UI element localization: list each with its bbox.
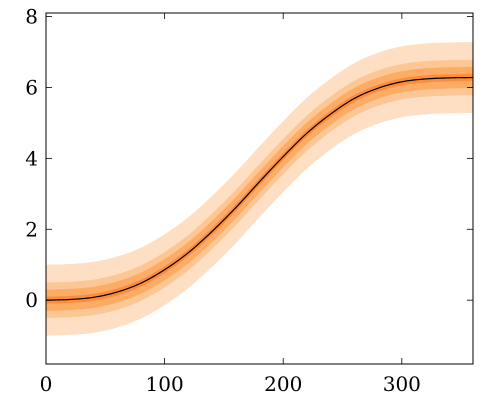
y-tick-label: 6 bbox=[25, 75, 38, 99]
axes bbox=[45, 12, 474, 365]
band-2 bbox=[46, 66, 473, 311]
series-lines bbox=[46, 76, 473, 301]
y-tick-label: 4 bbox=[25, 146, 38, 170]
y-tick-label: 0 bbox=[25, 288, 38, 312]
x-tick-label: 0 bbox=[40, 372, 53, 396]
series-line bbox=[46, 76, 473, 301]
tick-labels: 0 100 200 300 0 2 4 6 8 bbox=[25, 5, 421, 396]
y-tick-label: 2 bbox=[25, 217, 38, 241]
x-tick-label: 200 bbox=[264, 372, 302, 396]
x-tick-label: 300 bbox=[383, 372, 421, 396]
y-tick-label: 8 bbox=[25, 5, 38, 29]
axis-frame bbox=[45, 12, 474, 365]
confidence-bands bbox=[46, 42, 473, 336]
x-tick-label: 100 bbox=[146, 372, 184, 396]
